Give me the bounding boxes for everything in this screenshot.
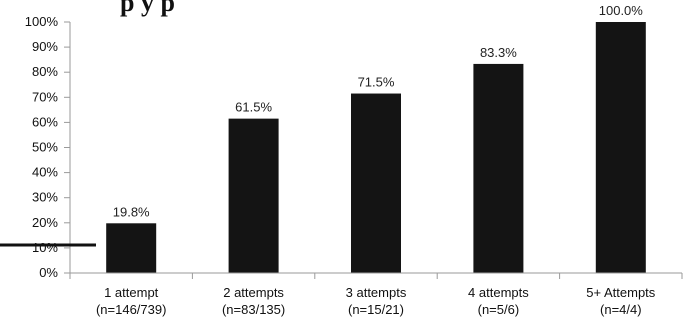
y-tick-label: 20% [32,215,58,230]
x-axis: 1 attempt (n=146/739) 2 attempts (n=83/135)… [69,272,683,317]
x-category-label: (n=146/739) [96,302,166,317]
y-axis: 0% 10% 20% 30% 40% 50% 60% 70% 80% 90% 100% [25,14,71,280]
y-tick-label: 90% [32,39,58,54]
data-label: 71.5% [358,75,395,90]
data-label: 19.8% [113,204,150,219]
x-category-label: (n=5/6) [478,302,520,317]
bars: 19.8% 61.5% 71.5% 83.3% 100.0% [106,3,646,274]
data-label: 61.5% [235,100,272,115]
x-category-label: (n=4/4) [600,302,642,317]
bar [595,22,646,273]
y-tick-label: 10% [32,240,58,255]
y-tick-label: 0% [39,265,58,280]
y-tick-label: 70% [32,89,58,104]
y-tick-label: 40% [32,165,58,180]
y-tick-label: 100% [25,14,59,29]
x-category-label: (n=83/135) [222,302,285,317]
bar [228,118,279,273]
x-category-label: 3 attempts [346,285,407,300]
x-category-label: 5+ Attempts [586,285,656,300]
y-tick-label: 80% [32,64,58,79]
x-category-label: 2 attempts [223,285,284,300]
data-label: 100.0% [599,3,644,18]
y-tick-label: 30% [32,190,58,205]
y-tick-label: 50% [32,140,58,155]
x-category-label: (n=15/21) [348,302,404,317]
bar [106,223,157,273]
bar [351,93,401,273]
chart-title-fragment: p y p [120,0,175,17]
y-tick-label: 60% [32,114,58,129]
bar [473,63,524,274]
x-category-label: 1 attempt [104,285,159,300]
x-category-label: 4 attempts [468,285,529,300]
data-label: 83.3% [480,45,517,60]
